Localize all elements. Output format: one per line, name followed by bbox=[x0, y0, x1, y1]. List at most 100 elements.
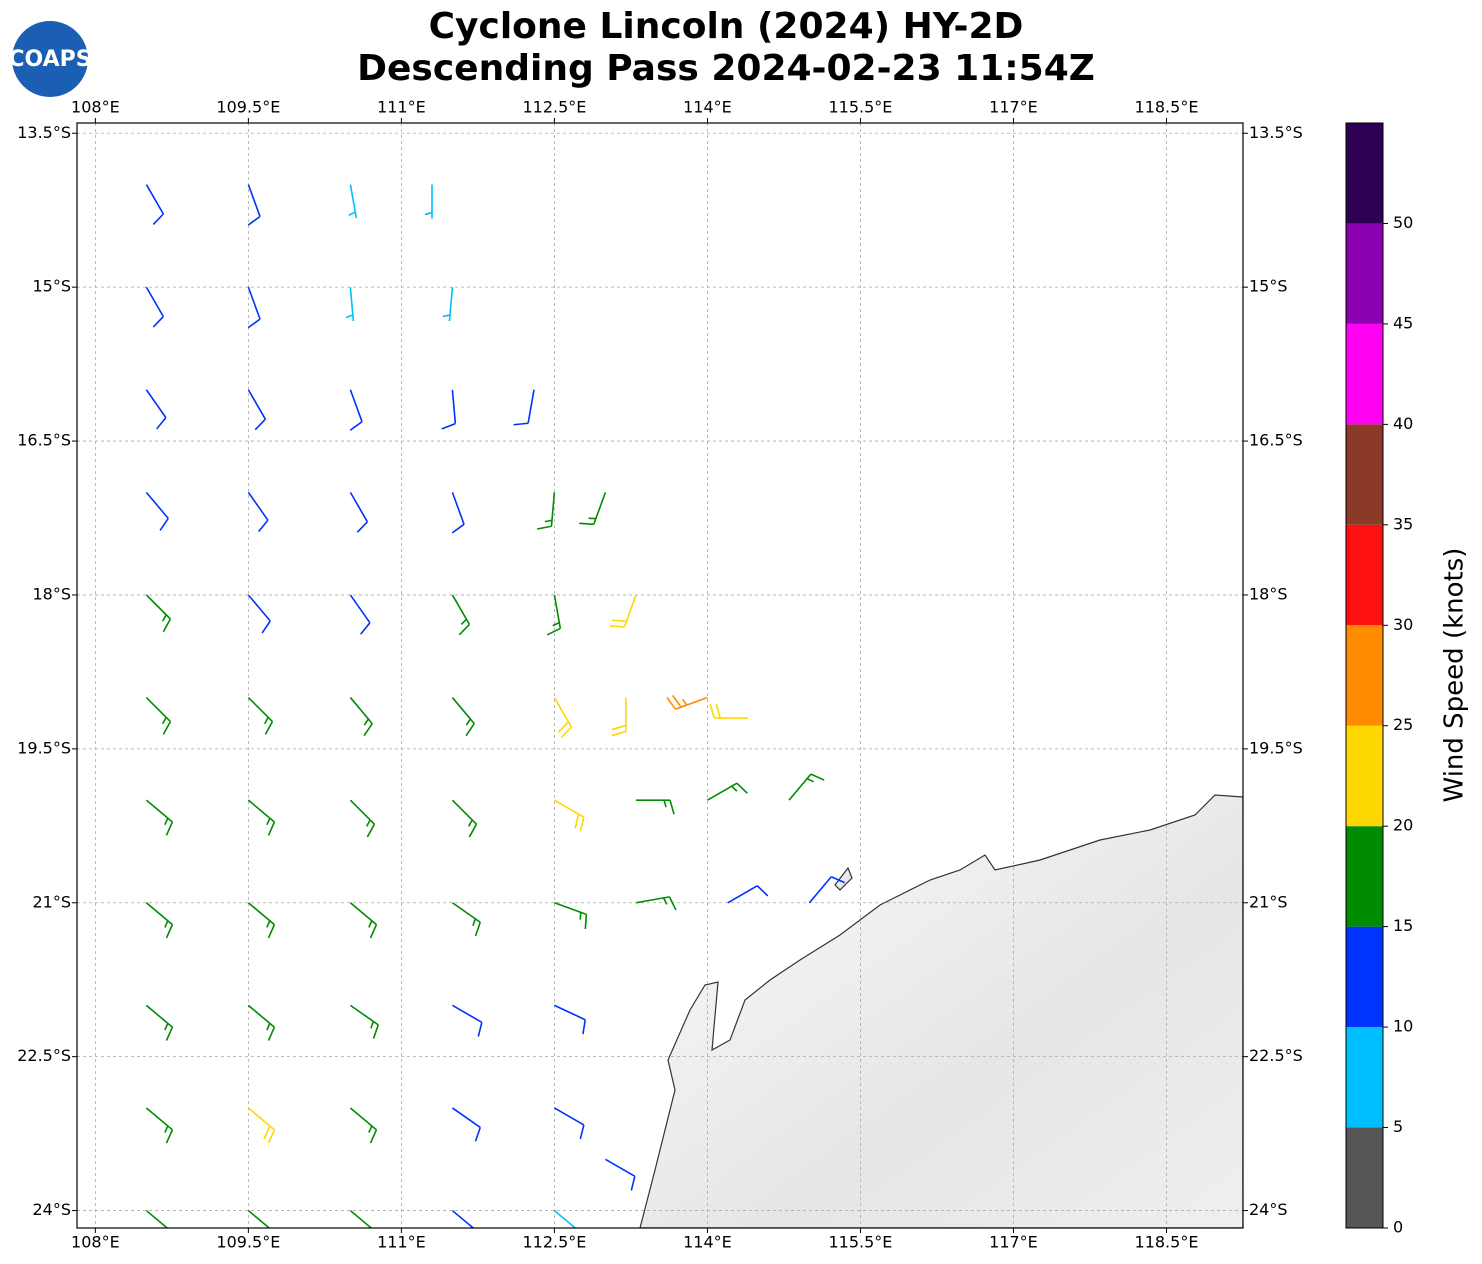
x-tick-label: 111°E bbox=[377, 98, 426, 117]
wind-barb bbox=[145, 594, 172, 633]
wind-barb bbox=[145, 1004, 174, 1041]
x-tick-label: 112.5°E bbox=[522, 1233, 586, 1252]
colorbar-segment bbox=[1346, 424, 1383, 525]
x-tick-label: 114°E bbox=[683, 1233, 732, 1252]
wind-barb bbox=[247, 184, 261, 226]
wind-barb bbox=[452, 1004, 483, 1037]
wind-barb bbox=[348, 184, 358, 219]
wind-barb bbox=[609, 594, 637, 628]
y-tick-label: 15°S bbox=[32, 277, 71, 296]
wind-barb bbox=[145, 696, 172, 735]
wind-barb bbox=[349, 594, 371, 635]
colorbar-tick-label: 40 bbox=[1393, 414, 1413, 433]
wind-barb bbox=[247, 594, 271, 634]
y-tick-label: 16.5°S bbox=[17, 431, 71, 450]
colorbar-tick-label: 0 bbox=[1393, 1218, 1403, 1237]
wind-barb bbox=[513, 389, 535, 426]
colorbar-segment bbox=[1346, 1127, 1383, 1228]
wind-barb bbox=[247, 491, 269, 533]
colorbar: 0 5 10 15 20 25 30 35 40 45 50 bbox=[1345, 122, 1413, 1237]
wind-barb bbox=[554, 799, 585, 832]
wind-barb bbox=[553, 1209, 577, 1228]
wind-barbs bbox=[145, 184, 845, 1228]
wind-barb bbox=[145, 184, 165, 226]
wind-barb bbox=[247, 799, 276, 836]
wind-barb bbox=[554, 902, 588, 929]
wind-barb bbox=[349, 902, 378, 939]
wind-barb bbox=[247, 389, 267, 431]
wind-barb bbox=[451, 594, 471, 636]
wind-barb bbox=[554, 1004, 587, 1035]
wind-barb bbox=[349, 1004, 380, 1039]
wind-barb bbox=[349, 799, 376, 838]
colorbar-tick-label: 15 bbox=[1393, 916, 1413, 935]
x-tick-label: 112.5°E bbox=[522, 98, 586, 117]
colorbar-tick-label: 50 bbox=[1393, 213, 1413, 232]
y-tick-label: 18°S bbox=[32, 584, 71, 603]
colorbar-segment bbox=[1346, 725, 1383, 827]
y-tick-label: 22.5°S bbox=[17, 1046, 71, 1065]
colorbar-tick-label: 10 bbox=[1393, 1017, 1413, 1036]
x-tick-label: 118.5°E bbox=[1135, 98, 1199, 117]
wind-barb bbox=[451, 1107, 482, 1142]
title: Cyclone Lincoln (2024) HY-2D bbox=[429, 6, 1024, 47]
wind-barb bbox=[247, 1004, 276, 1041]
wind-barb bbox=[145, 1107, 174, 1144]
wind-barb bbox=[636, 799, 675, 815]
wind-barb bbox=[247, 1107, 276, 1144]
wind-barb bbox=[349, 697, 373, 737]
wind-barb bbox=[451, 799, 478, 838]
wind-barb bbox=[441, 389, 457, 430]
y-tick-label: 22.5°S bbox=[1249, 1046, 1303, 1065]
wind-barb bbox=[145, 389, 167, 430]
wind-barb bbox=[666, 694, 708, 710]
colorbar-segment bbox=[1346, 1027, 1383, 1128]
colorbar-segment bbox=[1346, 323, 1383, 425]
grid bbox=[77, 123, 1243, 1228]
x-tick-label: 109.5°E bbox=[216, 1233, 280, 1252]
axes: 108°E 108°E 109.5°E 109.5°E 111°E 111°E 112.5°… bbox=[17, 98, 1303, 1252]
wind-barb bbox=[345, 287, 355, 322]
wind-barb bbox=[579, 492, 607, 526]
colorbar-tick-label: 30 bbox=[1393, 615, 1413, 634]
wind-barb bbox=[349, 389, 363, 431]
wind-barb bbox=[247, 902, 276, 939]
colorbar-frame bbox=[1345, 122, 1384, 1229]
wind-barb bbox=[605, 1158, 636, 1191]
colorbar-tick-label: 20 bbox=[1393, 816, 1413, 835]
wind-barb bbox=[788, 773, 825, 801]
wind-barb bbox=[247, 696, 274, 735]
x-tick-label: 108°E bbox=[71, 1233, 120, 1252]
land bbox=[639, 794, 1243, 1228]
wind-barb bbox=[546, 594, 562, 636]
x-tick-label: 114°E bbox=[683, 98, 732, 117]
colorbar-tick-label: 45 bbox=[1393, 313, 1413, 332]
wind-barb bbox=[709, 703, 749, 719]
y-tick-label: 16.5°S bbox=[1249, 431, 1303, 450]
wind-barb bbox=[247, 1209, 271, 1228]
colorbar-segment bbox=[1346, 123, 1383, 224]
wind-barb bbox=[707, 782, 748, 801]
colorbar-tick-label: 35 bbox=[1393, 514, 1413, 533]
wind-barb bbox=[635, 896, 677, 911]
wind-barb bbox=[553, 697, 573, 739]
wind-barb bbox=[451, 492, 465, 534]
y-tick-label: 19.5°S bbox=[1249, 738, 1303, 757]
island bbox=[834, 866, 853, 891]
colorbar-segment bbox=[1346, 524, 1383, 626]
wind-barb bbox=[349, 1209, 373, 1228]
wind-barb bbox=[349, 1107, 378, 1144]
colorbar-segment bbox=[1346, 625, 1383, 726]
wind-barb bbox=[145, 286, 165, 328]
colorbar-tick-label: 25 bbox=[1393, 715, 1413, 734]
colorbar-segment bbox=[1346, 223, 1383, 324]
map-frame bbox=[76, 122, 1244, 1229]
wind-barb bbox=[451, 697, 475, 737]
wind-barb bbox=[554, 1107, 585, 1140]
y-tick-label: 19.5°S bbox=[17, 738, 71, 757]
wind-barb bbox=[145, 902, 174, 939]
x-tick-label: 109.5°E bbox=[216, 98, 280, 117]
subtitle: Descending Pass 2024-02-23 11:54Z bbox=[357, 48, 1095, 89]
y-tick-label: 21°S bbox=[1249, 892, 1288, 911]
